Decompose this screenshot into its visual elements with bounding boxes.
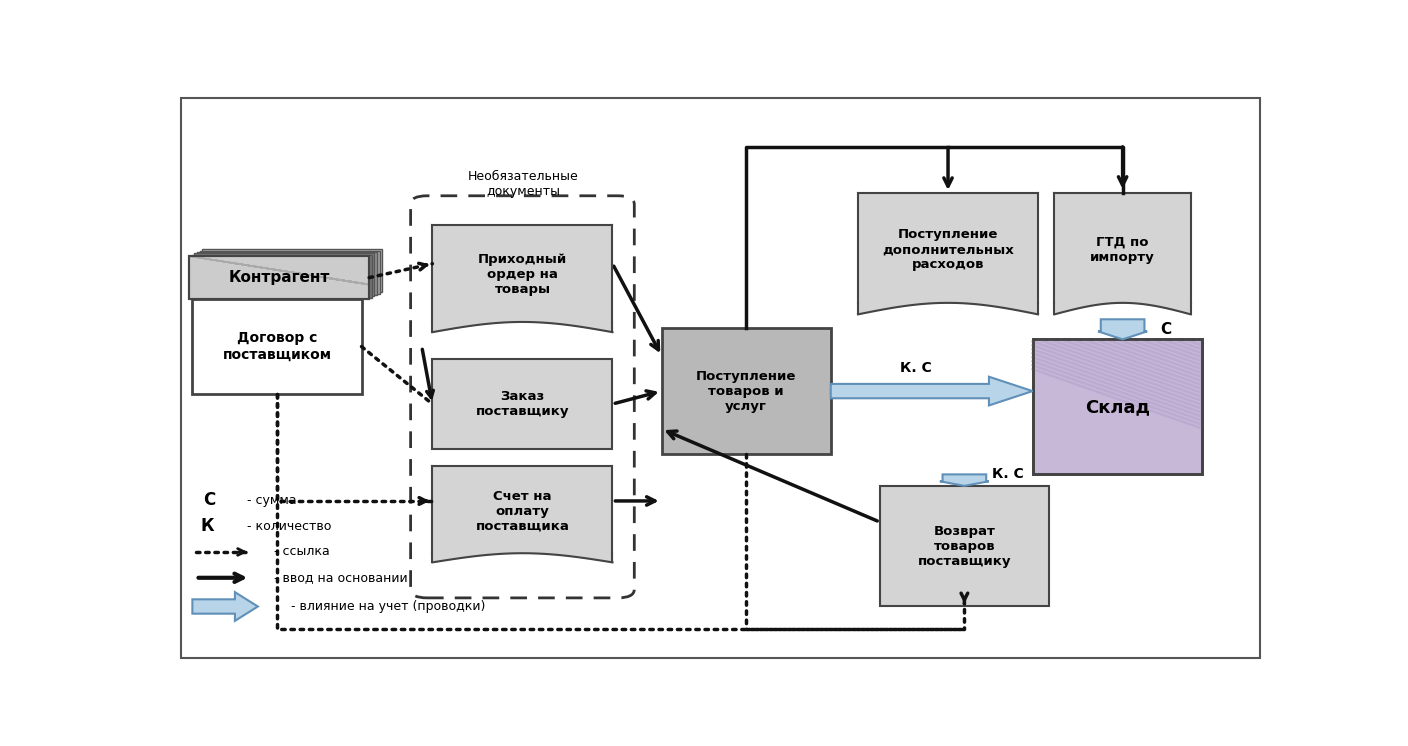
- Bar: [432, 225, 612, 322]
- Polygon shape: [857, 303, 1038, 314]
- Bar: [193, 299, 362, 394]
- Text: - сумма: - сумма: [246, 494, 297, 507]
- Polygon shape: [1098, 319, 1148, 339]
- Bar: [662, 328, 831, 454]
- Text: - влияние на учет (проводки): - влияние на учет (проводки): [290, 600, 484, 613]
- Text: Возврат
товаров
поставщику: Возврат товаров поставщику: [918, 524, 1011, 568]
- Text: Необязательные
документы: Необязательные документы: [467, 170, 579, 198]
- Bar: [880, 486, 1049, 606]
- Bar: [1055, 193, 1191, 303]
- Text: Склад: Склад: [1084, 398, 1150, 416]
- Text: К. С: К. С: [900, 361, 931, 375]
- Text: Поступление
товаров и
услуг: Поступление товаров и услуг: [696, 369, 797, 413]
- Polygon shape: [432, 322, 612, 332]
- Bar: [189, 256, 369, 299]
- Text: ГТД по
импорту: ГТД по импорту: [1090, 236, 1155, 264]
- Polygon shape: [193, 592, 258, 621]
- Text: Контрагент: Контрагент: [228, 270, 329, 285]
- Bar: [432, 360, 612, 448]
- Text: - количество: - количество: [246, 519, 331, 533]
- Polygon shape: [941, 474, 988, 486]
- Text: Поступление
дополнительных
расходов: Поступление дополнительных расходов: [883, 228, 1014, 272]
- Text: Приходный
ордер на
товары: Приходный ордер на товары: [477, 254, 567, 296]
- Bar: [197, 252, 377, 295]
- Polygon shape: [1055, 303, 1191, 314]
- Text: К: К: [200, 517, 214, 535]
- Text: Счет на
оплату
поставщика: Счет на оплату поставщика: [476, 489, 569, 533]
- Text: Договор с
поставщиком: Договор с поставщиком: [222, 331, 331, 362]
- Text: - ссылка: - ссылка: [275, 545, 329, 559]
- Bar: [200, 251, 380, 294]
- Bar: [1032, 339, 1202, 474]
- Bar: [432, 466, 612, 554]
- Text: - ввод на основании: - ввод на основании: [275, 571, 408, 584]
- Text: С: С: [1160, 322, 1171, 337]
- Text: С: С: [203, 491, 215, 510]
- Bar: [203, 249, 382, 292]
- Bar: [189, 256, 369, 299]
- Bar: [1032, 339, 1202, 474]
- Polygon shape: [831, 377, 1032, 405]
- Text: Заказ
поставщику: Заказ поставщику: [476, 390, 569, 418]
- Bar: [857, 193, 1038, 303]
- Bar: [191, 254, 372, 298]
- Bar: [194, 254, 375, 296]
- Polygon shape: [432, 554, 612, 562]
- Text: К. С: К. С: [993, 468, 1024, 481]
